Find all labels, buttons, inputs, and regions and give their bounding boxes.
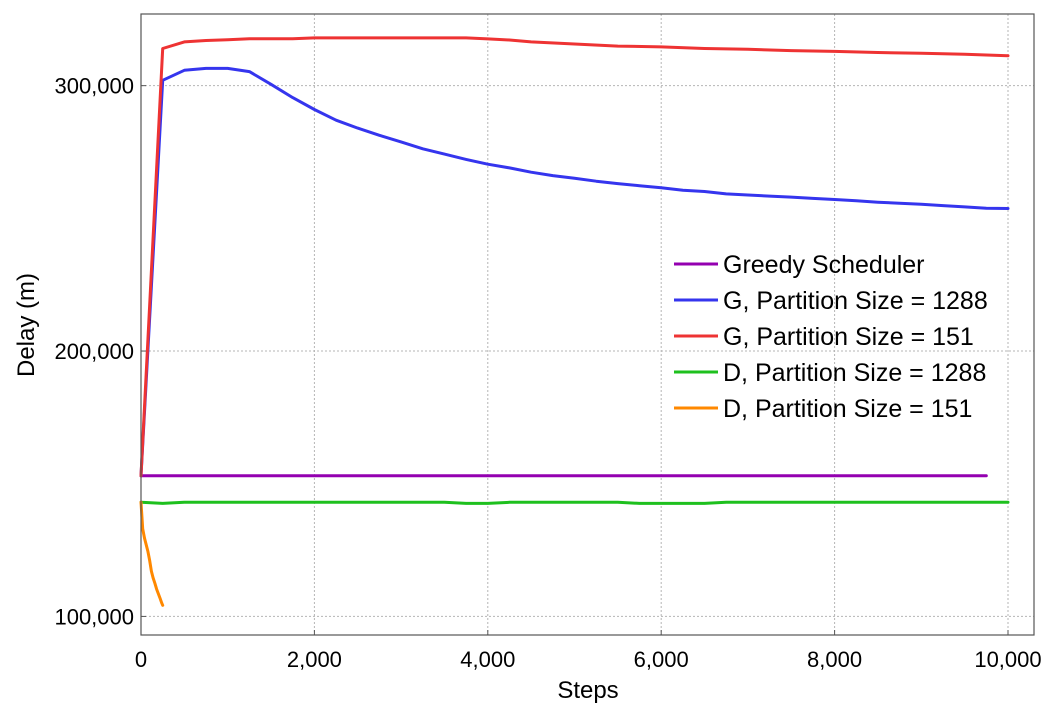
- x-tick-label: 0: [135, 647, 147, 672]
- x-tick-label: 2,000: [287, 647, 342, 672]
- series-layer: [139, 36, 1010, 607]
- grid: [141, 14, 1034, 635]
- plot-frame: [140, 13, 1035, 636]
- x-axis-label: Steps: [557, 677, 618, 704]
- y-axis-label: Delay (m): [13, 273, 40, 377]
- x-axis-ticks: 0 2,000 4,000 6,000 8,000 10,000: [135, 630, 1042, 672]
- legend-label-d-partition-size-151: D, Partition Size = 151: [723, 395, 972, 423]
- y-tick-label: 100,000: [54, 604, 134, 629]
- legend-label-greedy-scheduler: Greedy Scheduler: [723, 251, 925, 279]
- x-tick-label: 10,000: [974, 647, 1041, 672]
- x-tick-label: 6,000: [634, 647, 689, 672]
- legend: Greedy Scheduler G, Partition Size = 1288…: [674, 251, 988, 423]
- legend-label-g-partition-size-1288: G, Partition Size = 1288: [723, 287, 988, 315]
- series-line-d-partition-size-1288: [139, 500, 1010, 505]
- series-line-g-partition-size-1288: [139, 66, 1010, 478]
- series-line-g-partition-size-151: [139, 36, 1010, 478]
- series-line-d-partition-size-151: [139, 500, 165, 607]
- x-tick-label: 4,000: [460, 647, 515, 672]
- y-axis-ticks: 100,000 200,000 300,000: [54, 74, 146, 629]
- y-tick-label: 200,000: [54, 339, 134, 364]
- legend-label-g-partition-size-151: G, Partition Size = 151: [723, 323, 974, 351]
- y-tick-label: 300,000: [54, 74, 134, 99]
- x-tick-label: 8,000: [807, 647, 862, 672]
- legend-label-d-partition-size-1288: D, Partition Size = 1288: [723, 359, 986, 387]
